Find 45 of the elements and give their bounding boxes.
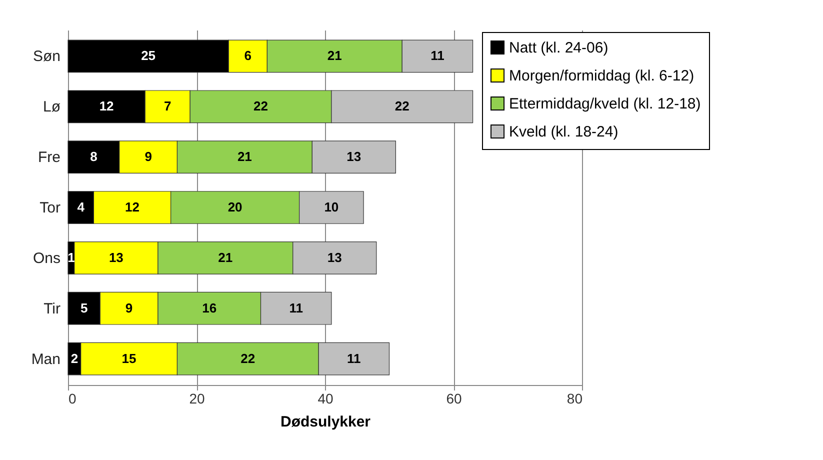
data-label: 11 <box>347 350 361 366</box>
data-label: 12 <box>99 98 114 114</box>
x-tick-label: 20 <box>189 390 205 406</box>
data-label: 6 <box>244 48 252 64</box>
data-label: 16 <box>202 300 217 316</box>
x-axis-title: Dødsulykker <box>280 414 371 430</box>
data-label: 21 <box>218 250 233 265</box>
data-label: 12 <box>125 200 140 214</box>
x-tick-label: 80 <box>566 390 583 406</box>
data-label: 22 <box>394 98 410 114</box>
data-label: 4 <box>77 200 86 214</box>
y-tick-label: Tir <box>44 300 60 318</box>
data-label: 10 <box>324 200 339 214</box>
data-label: 22 <box>240 350 256 366</box>
legend-label: Kveld (kl. 18-24) <box>509 124 618 140</box>
data-label: 9 <box>144 149 152 164</box>
legend-label: Ettermiddag/kveld (kl. 12-18) <box>509 96 701 112</box>
data-label: 1 <box>68 250 75 265</box>
data-label: 21 <box>237 149 252 164</box>
data-label: 22 <box>254 98 268 114</box>
data-label: 7 <box>164 98 172 114</box>
legend-label: Natt (kl. 24-06) <box>509 40 608 56</box>
y-tick-label: Fre <box>38 149 60 166</box>
x-tick-label: 40 <box>318 390 334 406</box>
data-label: 5 <box>80 300 88 316</box>
legend-label: Morgen/formiddag (kl. 6-12) <box>509 68 694 84</box>
data-label: 11 <box>430 48 444 64</box>
data-label: 15 <box>122 350 136 366</box>
data-label: 13 <box>108 250 124 265</box>
x-tick-label: 60 <box>446 390 462 406</box>
data-label: 2 <box>70 350 78 366</box>
data-label: 9 <box>125 300 133 316</box>
y-tick-label: Tor <box>40 200 60 216</box>
data-label: 13 <box>346 149 362 164</box>
data-label: 21 <box>327 48 342 64</box>
data-label: 11 <box>289 300 303 316</box>
y-tick-label: Man <box>31 350 60 368</box>
data-label: 25 <box>141 48 156 64</box>
x-tick-label: 0 <box>68 390 76 406</box>
y-tick-label: Søn <box>32 48 60 66</box>
y-tick-label: Lø <box>42 98 60 116</box>
y-tick-label: Ons <box>32 250 60 267</box>
data-label: 13 <box>327 250 342 265</box>
data-label: 8 <box>90 149 98 164</box>
data-label: 20 <box>228 200 242 214</box>
